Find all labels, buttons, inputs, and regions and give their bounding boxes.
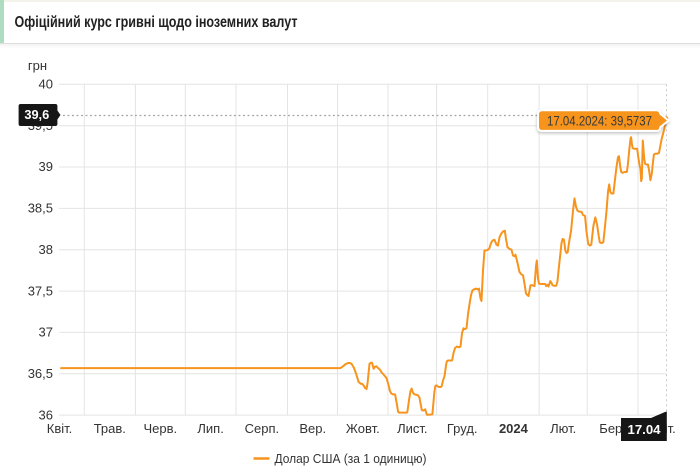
svg-text:грн: грн <box>28 58 47 73</box>
svg-text:Бер.: Бер. <box>599 421 626 436</box>
svg-text:Офіційний курс гривні щодо іно: Офіційний курс гривні щодо іноземних вал… <box>15 14 298 31</box>
svg-text:37: 37 <box>39 325 53 340</box>
svg-text:39,6: 39,6 <box>24 107 49 122</box>
svg-text:Трав.: Трав. <box>94 421 126 436</box>
svg-text:Черв.: Черв. <box>143 421 177 436</box>
svg-text:38: 38 <box>39 242 53 257</box>
svg-text:37,5: 37,5 <box>28 283 53 298</box>
svg-text:Жовт.: Жовт. <box>346 421 380 436</box>
svg-text:Долар США (за 1 одиницю): Долар США (за 1 одиницю) <box>275 451 427 466</box>
svg-text:Серп.: Серп. <box>245 421 280 436</box>
svg-text:Квіт.: Квіт. <box>47 421 73 436</box>
svg-text:36,5: 36,5 <box>28 366 53 381</box>
svg-text:Вер.: Вер. <box>299 421 326 436</box>
svg-text:Лип.: Лип. <box>197 421 223 436</box>
svg-text:2024: 2024 <box>499 421 529 436</box>
svg-text:36: 36 <box>39 407 53 422</box>
svg-text:38,5: 38,5 <box>28 201 53 216</box>
svg-text:Лют.: Лют. <box>550 421 576 436</box>
svg-text:Лист.: Лист. <box>397 421 427 436</box>
svg-text:Груд.: Груд. <box>447 421 478 436</box>
svg-text:40: 40 <box>39 77 53 92</box>
svg-text:17.04.2024: 39,5737: 17.04.2024: 39,5737 <box>547 113 652 128</box>
svg-text:17.04: 17.04 <box>627 422 661 437</box>
svg-text:39: 39 <box>39 159 53 174</box>
